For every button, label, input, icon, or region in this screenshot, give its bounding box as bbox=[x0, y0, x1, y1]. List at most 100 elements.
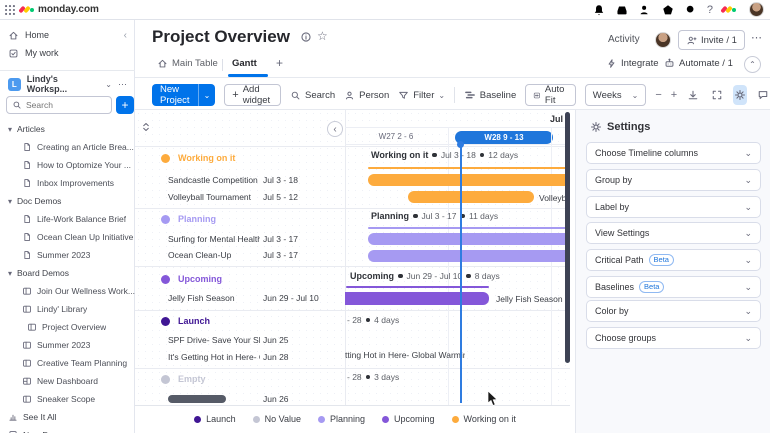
sidebar-doc-item[interactable]: Creating an Article Brea... bbox=[0, 138, 135, 156]
group-header-upcoming[interactable]: Upcoming bbox=[135, 272, 343, 286]
integrate-button[interactable]: Integrate bbox=[606, 58, 659, 69]
group-header-planning[interactable]: Planning bbox=[135, 212, 343, 226]
collapse-header-button[interactable]: ⌃ bbox=[744, 56, 761, 73]
user-avatar[interactable] bbox=[749, 2, 764, 17]
week-gridline bbox=[551, 127, 552, 405]
filter-button[interactable]: Filter ⌄ bbox=[398, 90, 445, 101]
sidebar-section-doc-demos[interactable]: ▾ Doc Demos bbox=[8, 196, 62, 206]
sidebar-doc-item[interactable]: Summer 2023 bbox=[0, 246, 135, 264]
baseline-button[interactable]: Baseline bbox=[464, 89, 516, 101]
chevron-down-icon: ⌄ bbox=[744, 254, 752, 265]
sidebar-doc-item[interactable]: Ocean Clean Up Initiative bbox=[0, 228, 135, 246]
settings-card-view-settings[interactable]: View Settings ⌄ bbox=[586, 222, 761, 244]
settings-card-choose-groups[interactable]: Choose groups ⌄ bbox=[586, 327, 761, 349]
favorite-star-icon[interactable]: ☆ bbox=[317, 29, 328, 43]
task-row[interactable]: SPF Drive- Save Your Skin Jun 25 bbox=[168, 335, 289, 345]
inbox-tray-icon[interactable] bbox=[615, 3, 629, 17]
workspace-selector[interactable]: L Lindy's Worksp... ⌄ ⋯ bbox=[0, 74, 135, 94]
feedback-button[interactable] bbox=[756, 85, 770, 105]
gantt-bar-ocean-clean-up[interactable] bbox=[368, 250, 570, 262]
sidebar-board-item[interactable]: Creative Team Planning bbox=[0, 354, 135, 372]
chevron-down-icon: ⌄ bbox=[438, 90, 446, 100]
apps-grid-icon[interactable] bbox=[0, 3, 20, 17]
zoom-level-select[interactable]: Weeks ⌄ bbox=[584, 84, 647, 106]
gantt-bottom-border bbox=[135, 405, 570, 406]
task-row[interactable]: It's Getting Hot in Here- Glob...Jun 28 bbox=[168, 352, 289, 362]
add-widget-button[interactable]: + Add widget bbox=[224, 84, 282, 106]
sidebar-search-box[interactable] bbox=[6, 96, 112, 114]
new-project-button[interactable]: New Project ⌄ bbox=[152, 84, 216, 106]
search-icon[interactable] bbox=[684, 3, 698, 17]
collapse-task-pane-button[interactable]: ‹ bbox=[327, 121, 343, 137]
export-button[interactable] bbox=[686, 85, 700, 105]
info-icon[interactable] bbox=[300, 31, 312, 43]
workspace-menu-icon[interactable]: ⋯ bbox=[118, 78, 127, 89]
settings-card-baselines[interactable]: Baselines Beta ⌄ bbox=[586, 276, 761, 298]
settings-button[interactable] bbox=[732, 85, 747, 105]
help-icon[interactable]: ? bbox=[706, 3, 713, 16]
settings-card-label-by[interactable]: Label by ⌄ bbox=[586, 196, 761, 218]
sidebar-search-input[interactable] bbox=[26, 100, 96, 110]
marketplace-icon[interactable] bbox=[661, 3, 675, 17]
sidebar-item-home[interactable]: Home ‹ bbox=[0, 26, 135, 44]
sidebar-dashboard-item[interactable]: New Dashboard bbox=[0, 372, 135, 390]
sidebar-board-item[interactable]: Sneaker Scope bbox=[0, 390, 135, 408]
expand-all-icon[interactable] bbox=[140, 121, 152, 133]
zoom-out-button[interactable]: − bbox=[655, 89, 662, 101]
invite-members-icon[interactable] bbox=[638, 3, 652, 17]
gantt-bar-sandcastle-competition[interactable] bbox=[368, 174, 570, 186]
sidebar-doc-item[interactable]: Life-Work Balance Brief bbox=[0, 210, 135, 228]
group-color-dot bbox=[161, 214, 170, 224]
notifications-bell-icon[interactable] bbox=[592, 3, 606, 17]
settings-card-critical-path[interactable]: Critical Path Beta ⌄ bbox=[586, 249, 761, 271]
add-item-button[interactable]: + bbox=[116, 96, 134, 114]
sidebar-section-articles[interactable]: ▾ Articles bbox=[8, 124, 45, 134]
sidebar-item-new-form[interactable]: New Form bbox=[0, 426, 135, 433]
board-menu-icon[interactable]: ⋯ bbox=[751, 32, 762, 44]
tab-main-table[interactable]: Main Table bbox=[157, 58, 218, 69]
chevron-down-icon[interactable]: ⌄ bbox=[203, 90, 211, 100]
task-row[interactable]: Jelly Fish Season Jun 29 - Jul 10 bbox=[168, 293, 319, 303]
gantt-bar-surfing-for-mental-health[interactable] bbox=[368, 233, 570, 245]
fullscreen-button[interactable] bbox=[709, 85, 723, 105]
settings-card-color-by[interactable]: Color by ⌄ bbox=[586, 300, 761, 322]
auto-fit-button[interactable]: Auto Fit bbox=[525, 84, 576, 106]
task-row[interactable]: Volleyball Tournament Jul 5 - 12 bbox=[168, 192, 298, 202]
search-icon bbox=[290, 90, 301, 101]
invite-button[interactable]: Invite / 1 bbox=[678, 30, 745, 50]
settings-panel-resize-handle[interactable] bbox=[565, 112, 570, 363]
sidebar-item-see-it-all[interactable]: See It All bbox=[0, 408, 135, 426]
person-filter-button[interactable]: Person bbox=[344, 90, 389, 101]
group-span-line bbox=[368, 227, 570, 229]
sidebar-section-board-demos[interactable]: ▾ Board Demos bbox=[8, 268, 69, 278]
file-icon bbox=[22, 232, 32, 242]
task-row[interactable]: Surfing for Mental Health Jul 3 - 17 bbox=[168, 234, 298, 244]
sidebar-item-my-work[interactable]: My work bbox=[0, 44, 135, 62]
group-header-working-on-it[interactable]: Working on it bbox=[135, 151, 343, 165]
task-row[interactable]: Jun 26 bbox=[135, 394, 345, 406]
search-button[interactable]: Search bbox=[290, 90, 335, 101]
my-work-icon bbox=[8, 48, 19, 59]
group-header-launch[interactable]: Launch bbox=[135, 314, 343, 328]
zoom-in-button[interactable]: + bbox=[670, 89, 678, 101]
tab-gantt[interactable]: Gantt bbox=[232, 58, 257, 69]
add-view-tab[interactable]: + bbox=[276, 56, 284, 70]
sidebar-board-item-project-overview-selected[interactable]: Project Overview bbox=[0, 318, 135, 336]
sidebar-doc-item[interactable]: Inbox Improvements bbox=[0, 174, 135, 192]
sidebar-board-item[interactable]: Lindy' Library bbox=[0, 300, 135, 318]
activity-avatar[interactable] bbox=[655, 32, 671, 48]
activity-label[interactable]: Activity bbox=[608, 34, 640, 45]
gantt-bar-volleyball-tournament[interactable] bbox=[408, 191, 534, 203]
settings-card-choose-timeline-columns[interactable]: Choose Timeline columns ⌄ bbox=[586, 142, 761, 164]
sidebar-board-item[interactable]: Join Our Wellness Work... bbox=[0, 282, 135, 300]
settings-card-group-by[interactable]: Group by ⌄ bbox=[586, 169, 761, 191]
sidebar-board-item[interactable]: Summer 2023 bbox=[0, 336, 135, 354]
sidebar-collapse-icon[interactable]: ‹ bbox=[123, 29, 127, 41]
sidebar-doc-item[interactable]: How to Optomize Your ... bbox=[0, 156, 135, 174]
task-row[interactable]: Ocean Clean-Up Jul 3 - 17 bbox=[168, 250, 298, 260]
gantt-bar-jelly-fish-season[interactable] bbox=[345, 292, 489, 305]
task-row[interactable]: Sandcastle Competition Jul 3 - 18 bbox=[168, 175, 298, 185]
group-header-empty[interactable]: Empty bbox=[135, 372, 343, 386]
automate-button[interactable]: Automate / 1 bbox=[664, 58, 733, 69]
product-switcher-icon[interactable] bbox=[720, 5, 736, 14]
